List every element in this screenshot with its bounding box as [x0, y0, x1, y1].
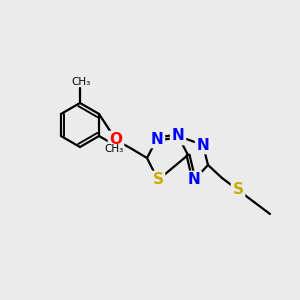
Text: S: S — [232, 182, 244, 197]
Text: S: S — [152, 172, 164, 188]
Text: N: N — [151, 131, 164, 146]
Text: N: N — [172, 128, 184, 143]
Text: CH₃: CH₃ — [104, 145, 124, 154]
Text: N: N — [188, 172, 200, 188]
Text: CH₃: CH₃ — [71, 77, 91, 87]
Text: O: O — [110, 133, 122, 148]
Text: N: N — [196, 137, 209, 152]
